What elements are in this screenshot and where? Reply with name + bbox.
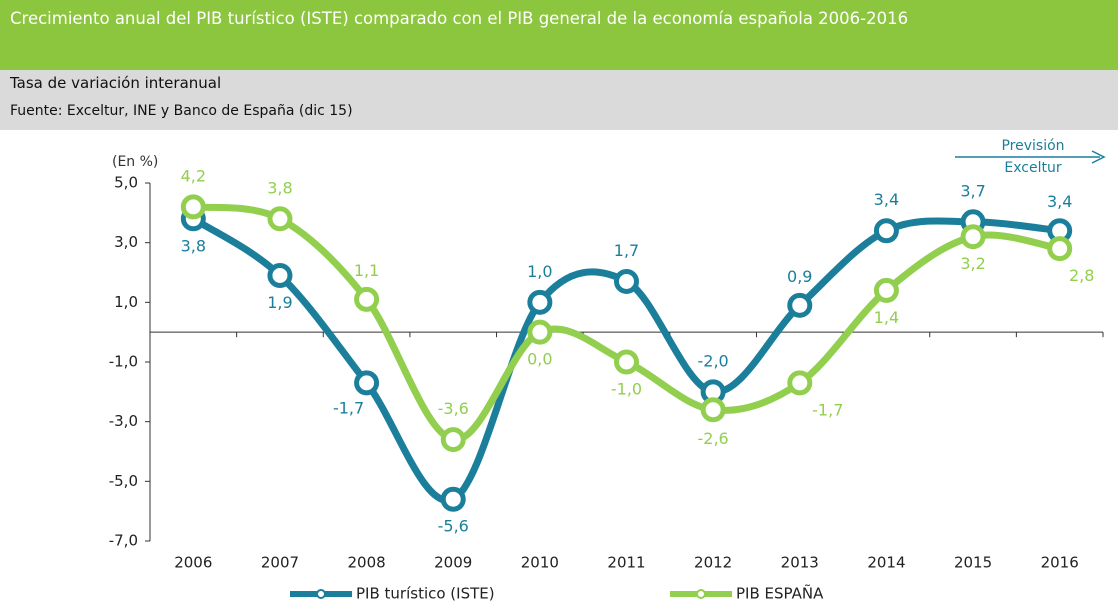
marker: [960, 209, 986, 235]
forecast-arrow: [955, 150, 1106, 164]
y-tick-label: -5,0: [109, 472, 138, 490]
legend-marker: [316, 589, 326, 599]
x-tick-label: 2014: [867, 554, 905, 572]
series-line: [191, 215, 1061, 504]
data-label: 1,1: [354, 261, 379, 280]
data-label: 1,4: [874, 308, 899, 327]
marker: [960, 224, 986, 250]
data-label: 2,8: [1069, 266, 1094, 285]
x-tick-label: 2008: [347, 554, 385, 572]
marker: [873, 277, 899, 303]
data-label: -5,6: [438, 517, 469, 536]
x-tick-label: 2010: [521, 554, 559, 572]
subheader: Tasa de variación interanual Fuente: Exc…: [0, 70, 1118, 130]
marker: [354, 286, 380, 312]
marker: [1047, 236, 1073, 262]
marker: [527, 289, 553, 315]
y-tick-label: -7,0: [109, 532, 138, 550]
data-label: 1,9: [267, 293, 292, 312]
data-label: 3,8: [181, 236, 206, 255]
y-tick-label: 1,0: [114, 293, 138, 311]
data-label: 1,0: [527, 262, 552, 281]
data-label: -3,6: [438, 399, 469, 418]
marker: [440, 486, 466, 512]
data-label: 3,2: [960, 254, 985, 273]
legend-label: PIB turístico (ISTE): [356, 585, 495, 603]
legend-label: PIB ESPAÑA: [736, 584, 824, 603]
x-tick-label: 2006: [174, 554, 212, 572]
source: Fuente: Exceltur, INE y Banco de España …: [10, 103, 353, 119]
marker: [787, 292, 813, 318]
marker: [440, 427, 466, 453]
data-label: 0,0: [527, 350, 552, 369]
legend-marker: [696, 589, 706, 599]
x-tick-label: 2009: [434, 554, 472, 572]
data-label: 3,8: [267, 178, 292, 197]
y-tick-label: -3,0: [109, 412, 138, 430]
marker: [614, 268, 639, 294]
data-label: -2,6: [698, 429, 729, 448]
x-tick-label: 2013: [781, 554, 819, 572]
marker: [787, 370, 813, 396]
data-label: -1,7: [812, 400, 843, 419]
annotation: Previsión: [1001, 138, 1064, 154]
y-tick-label: 3,0: [114, 233, 138, 251]
marker: [873, 218, 899, 244]
data-label: 1,7: [614, 241, 639, 260]
marker: [180, 206, 206, 232]
chart-title: Crecimiento anual del PIB turístico (IST…: [10, 9, 909, 28]
marker: [700, 379, 726, 405]
data-label: 3,4: [1047, 192, 1072, 211]
data-label: -1,0: [611, 380, 642, 399]
data-label: 3,4: [874, 190, 899, 209]
subtitle: Tasa de variación interanual: [10, 74, 222, 92]
data-label: 3,7: [960, 181, 985, 200]
data-label: 4,2: [181, 166, 206, 185]
x-tick-label: 2015: [954, 554, 992, 572]
series-line: [192, 203, 1061, 444]
marker: [700, 397, 726, 423]
marker: [614, 349, 639, 375]
data-label: -2,0: [698, 351, 729, 370]
marker: [354, 370, 380, 396]
y-tick-label: 5,0: [114, 174, 138, 192]
marker: [1047, 218, 1073, 244]
y-axis-label: (En %): [112, 154, 158, 170]
x-tick-label: 2007: [261, 554, 299, 572]
data-label: 0,9: [787, 267, 812, 286]
x-tick-label: 2012: [694, 554, 732, 572]
marker: [180, 194, 206, 220]
header: Crecimiento anual del PIB turístico (IST…: [0, 0, 1118, 70]
marker: [267, 206, 293, 232]
marker: [527, 319, 553, 345]
x-tick-label: 2011: [607, 554, 645, 572]
annotation: Exceltur: [1004, 160, 1061, 176]
marker: [267, 262, 293, 288]
x-tick-label: 2016: [1041, 554, 1079, 572]
y-tick-label: -1,0: [109, 353, 138, 371]
data-label: -1,7: [333, 398, 364, 417]
